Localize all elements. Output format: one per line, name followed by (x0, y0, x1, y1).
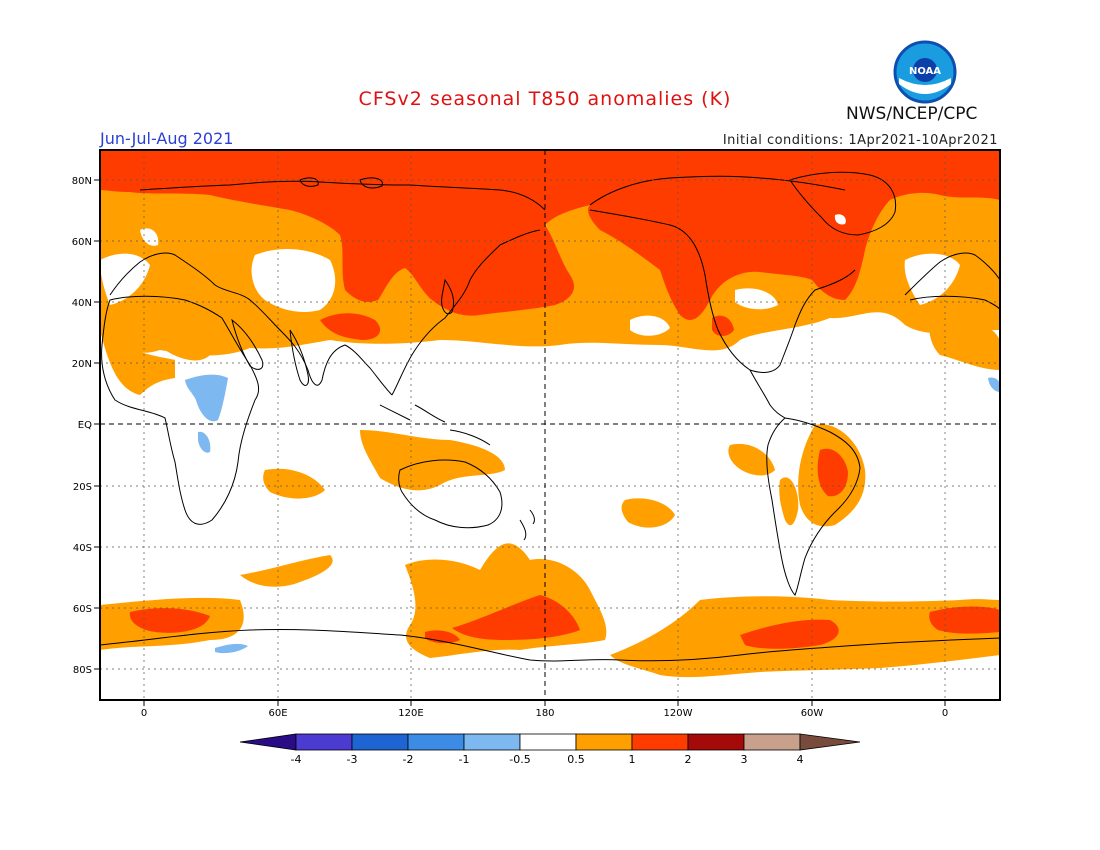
x-tick-label: 180 (535, 708, 554, 719)
colorbar-cell (295, 733, 353, 751)
x-tick-label: 0 (141, 708, 147, 719)
agency-label: NWS/NCEP/CPC (846, 104, 978, 124)
noaa-logo-text: NOAA (909, 66, 941, 77)
colorbar-label: 2 (685, 753, 692, 766)
colorbar-cell (519, 733, 577, 751)
y-tick-label: 80N (72, 176, 92, 187)
y-axis (94, 179, 100, 670)
x-tick-label: 60W (801, 708, 824, 719)
colorbar-label: 0.5 (567, 753, 585, 766)
coastlines (99, 171, 1001, 662)
colorbar-cell (407, 733, 465, 751)
colorbar-label: -0.5 (509, 753, 530, 766)
y-tick-label: 40S (73, 543, 92, 554)
colorbar-label: -4 (291, 753, 302, 766)
colorbar-cell (575, 733, 633, 751)
anomaly-field (100, 150, 1000, 678)
y-tick-label: 20N (72, 359, 92, 370)
colorbar-end-high (799, 733, 861, 751)
colorbar-label: 4 (797, 753, 804, 766)
y-tick-label: 60S (73, 604, 92, 615)
season-label: Jun-Jul-Aug 2021 (100, 129, 234, 148)
map-frame (99, 149, 1001, 701)
x-tick-labels: 0 60E 120E 180 120W 60W 0 (141, 708, 948, 719)
colorbar-label: 1 (629, 753, 636, 766)
colorbar (239, 733, 861, 751)
graticule (100, 150, 1000, 700)
colorbar-label: -3 (347, 753, 358, 766)
colorbar-label: -1 (459, 753, 470, 766)
y-tick-label: EQ (78, 420, 92, 431)
colorbar-cell (463, 733, 521, 751)
chart-title: CFSv2 seasonal T850 anomalies (K) (358, 88, 732, 110)
x-tick-label: 120E (398, 708, 423, 719)
colorbar-cell (631, 733, 689, 751)
y-tick-labels: 80N 60N 40N 20N EQ 20S 40S 60S 80S (72, 176, 92, 676)
colorbar-cell (351, 733, 409, 751)
x-tick-label: 0 (942, 708, 948, 719)
initial-conditions-label: Initial conditions: 1Apr2021-10Apr2021 (722, 133, 998, 148)
y-tick-label: 40N (72, 298, 92, 309)
y-tick-label: 60N (72, 237, 92, 248)
x-tick-label: 120W (664, 708, 693, 719)
colorbar-label: 3 (741, 753, 748, 766)
reference-lines (100, 150, 1000, 700)
y-tick-label: 20S (73, 482, 92, 493)
colorbar-labels: -4 -3 -2 -1 -0.5 0.5 1 2 3 4 (291, 753, 804, 766)
x-tick-label: 60E (268, 708, 287, 719)
anomaly-band-neg-1-0.5 (185, 374, 1000, 654)
colorbar-end-low (239, 733, 297, 751)
colorbar-cell (687, 733, 745, 751)
colorbar-cell (743, 733, 801, 751)
anomaly-band-neutral (100, 214, 960, 336)
colorbar-label: -2 (403, 753, 414, 766)
x-axis (143, 700, 946, 706)
noaa-logo: NOAA (893, 40, 957, 104)
y-tick-label: 80S (73, 665, 92, 676)
